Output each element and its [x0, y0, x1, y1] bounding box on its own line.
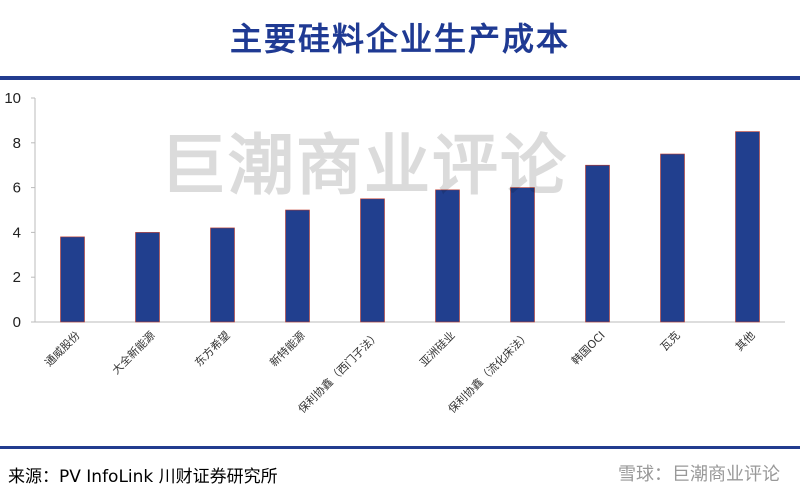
x-tick-label: 通威股份 [42, 329, 82, 369]
x-tick-label: 东方希望 [192, 328, 233, 369]
x-tick-label: 保利协鑫（流化床法） [445, 328, 533, 416]
bar-5 [435, 189, 460, 323]
y-tick-label: 8 [13, 135, 21, 152]
x-tick-label: 瓦克 [658, 329, 683, 354]
y-tick-label: 6 [13, 180, 21, 197]
y-tick-label: 0 [13, 314, 21, 331]
x-tick-label: 亚洲硅业 [417, 329, 457, 369]
bar-0 [60, 236, 85, 323]
x-tick-label: 其他 [733, 329, 758, 354]
watermark: 巨潮商业评论 [160, 127, 568, 204]
x-tick-label: 韩国OCI [568, 328, 607, 367]
bar-4 [360, 198, 385, 323]
bar-8 [660, 153, 685, 323]
bar-3 [285, 209, 310, 323]
bar-2 [210, 227, 235, 323]
brand-watermark: 雪球：巨潮商业评论 [618, 464, 780, 485]
bar-9 [735, 131, 760, 323]
y-tick-label: 2 [13, 269, 21, 286]
x-tick-label: 保利协鑫（西门子法） [295, 328, 383, 416]
bottom-divider [0, 446, 800, 449]
top-divider [0, 76, 800, 80]
y-tick-label: 4 [13, 224, 21, 241]
bar-6 [510, 187, 535, 323]
bar-7 [585, 164, 610, 323]
y-tick-label: 10 [4, 90, 21, 107]
x-tick-label: 新特能源 [267, 328, 308, 369]
bar-1 [135, 232, 160, 323]
x-tick-label: 大全新能源 [109, 328, 158, 377]
chart-title: 主要硅料企业生产成本 [229, 20, 570, 58]
source-note: 来源：PV InfoLink 川财证券研究所 [8, 467, 278, 487]
